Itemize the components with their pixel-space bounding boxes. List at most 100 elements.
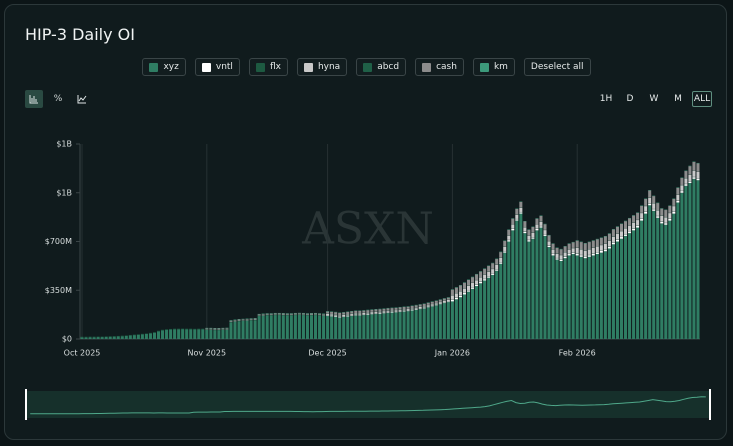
y-tick-label: $1B [56,140,72,149]
bar-segment [688,181,692,183]
bar-segment [515,214,519,219]
bar-segment [289,313,293,315]
bar-segment [165,329,169,339]
bar-segment [466,285,471,290]
legend-item[interactable]: vntl [194,58,240,76]
range-button[interactable]: D [626,94,634,104]
bar-segment [382,313,386,339]
bar-segment [285,315,289,339]
bar-segment [96,337,100,339]
range-button[interactable]: M [674,94,682,104]
bar-segment [680,192,684,339]
legend-item[interactable]: km [472,58,515,76]
bar-segment [446,302,450,339]
bar-mode[interactable] [25,90,43,108]
bar-segment [684,178,688,184]
bar-segment [583,258,587,339]
legend-item[interactable]: hyna [296,58,348,76]
bar-segment [607,233,611,241]
bar-segment [265,313,269,315]
bar-segment [527,235,531,240]
bar-segment [205,329,209,339]
bar-segment [487,276,491,278]
bar-segment [458,295,462,298]
bar-segment [237,319,241,321]
bar-segment [342,316,346,339]
bar-segment [664,224,668,339]
title: HIP-3 Daily OI [25,25,135,44]
bar-segment [454,299,458,339]
bar-segment [575,253,579,256]
bar-segment [418,308,422,310]
icon [77,95,87,104]
bar-segment [354,314,358,316]
bar-segment [680,185,684,191]
bar-segment [269,315,273,339]
bar-segment [446,300,450,302]
range-button[interactable]: 1H [599,94,613,104]
bar-segment [100,337,104,339]
bar-segment [495,259,499,265]
bar-segment [680,191,684,193]
bar-segment [668,205,672,213]
bar-segment [696,163,700,172]
bar-segment [684,185,688,339]
bar-segment [173,329,177,339]
deselect-all[interactable]: Deselect all [523,58,591,76]
range-button[interactable]: W [649,94,659,104]
bar-segment [551,249,555,254]
bar-segment [338,316,342,318]
bar-segment [511,228,515,231]
bar-segment [442,302,446,304]
bar-segment [350,311,354,314]
bar-segment [535,230,539,339]
bar-segment [330,315,334,317]
bar-segment [305,313,309,315]
bar-segment [346,315,350,317]
bar-segment [487,266,491,272]
bar-segment [366,313,370,315]
bar-segment [144,333,148,339]
bar-segment [632,215,636,223]
bar-segment [475,284,479,287]
bar-segment [374,313,378,339]
legend-item[interactable]: xyz [142,58,186,76]
bar-segment [531,237,535,239]
bar-segment [128,335,132,339]
bar-segment [281,313,285,315]
bar-segment [579,242,583,250]
bar-segment [479,271,483,278]
bar-segment [386,312,390,313]
percent-mode[interactable]: % [53,94,63,104]
bar-segment [628,233,632,339]
bar-segment [607,240,611,247]
bar-segment [261,315,265,339]
range-button[interactable]: ALL [692,91,712,107]
legend-item[interactable]: cash [415,58,464,76]
bar-segment [611,242,615,245]
bar-segment [648,197,652,204]
bar-segment [261,313,265,315]
bar-segment [362,315,366,339]
bar-segment [487,277,491,339]
bar-segment [434,304,438,306]
bar-segment [358,310,362,313]
bar-segment [503,251,507,253]
y-tick-label: $700M [45,237,72,246]
bar-segment [644,206,648,212]
bar-segment [148,333,152,339]
bar-segment [314,315,318,339]
bar-segment [394,311,398,313]
legend-item[interactable]: abcd [356,58,407,76]
bar-segment [628,225,632,232]
bar-segment [495,269,499,271]
legend-swatch [363,62,373,72]
line-mode[interactable] [73,90,91,108]
bar-segment [326,313,330,316]
bar-segment [346,311,350,315]
legend-item[interactable]: flx [248,58,288,76]
navigator-line [30,396,706,415]
bar-segment [495,270,499,339]
bar-segment [611,244,615,339]
legend-label: cash [436,62,457,72]
